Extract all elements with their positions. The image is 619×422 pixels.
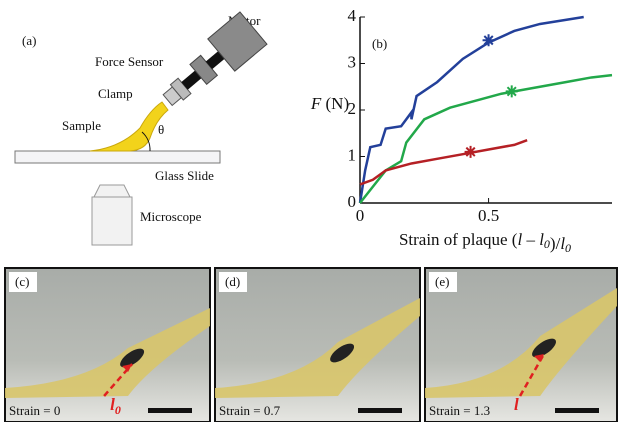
star-marker [465,146,477,158]
angle-label: θ [158,122,164,137]
photo-label: (e) [435,274,449,289]
arrow-sub: 0 [115,403,121,417]
sample-label: Sample [62,118,101,133]
series-line [360,140,527,184]
photo-label: (c) [15,274,29,289]
series-line [360,75,612,203]
scale-bar [358,408,402,413]
x-label-minus: – [522,230,539,249]
clamp-label: Clamp [98,86,133,101]
y-tick-label: 3 [348,52,357,71]
photos: (c) Strain = 0 l 0 (d) Strain = 0.7 (e) Strain … [5,268,617,422]
apparatus [154,12,267,116]
y-label-unit: (N) [321,94,349,113]
x-tick-label: 0 [356,206,365,225]
objective [94,185,130,197]
diagram: (a) Motor Force Sensor Clamp Sample θ Gl… [15,12,267,245]
x-label-mid: )/ [550,234,561,253]
sample [90,102,168,151]
strain-caption: Strain = 0 [9,403,60,418]
star-marker [506,85,518,97]
scale-bar [148,408,192,413]
arrow-var: l [514,395,519,414]
y-tick-label: 4 [348,6,357,25]
star-marker [483,34,495,46]
slide-label: Glass Slide [155,168,214,183]
microscope-body [92,197,132,245]
y-tick-label: 0 [348,192,357,211]
strain-caption: Strain = 1.3 [429,403,490,418]
y-tick-label: 1 [348,145,357,164]
figure: (a) Motor Force Sensor Clamp Sample θ Gl… [0,0,619,422]
photo-label: (d) [225,274,240,289]
y-label-symbol: F [310,94,322,113]
scale-bar [555,408,599,413]
y-axis-label: F (N) [310,94,349,113]
strain-caption: Strain = 0.7 [219,403,281,418]
x-label-sub: 0 [565,241,571,255]
x-label-prefix: Strain of plaque ( [399,230,518,249]
x-tick-label: 0.5 [478,206,499,225]
x-axis-label: Strain of plaque (l – l0)/l0 [399,230,571,255]
panel-label: (a) [22,33,36,48]
series-line [360,17,584,203]
panel-label: (b) [372,36,387,51]
microscope-label: Microscope [140,209,202,224]
glass-slide [15,151,220,163]
arrow-label: l [514,395,519,414]
sensor-label: Force Sensor [95,54,164,69]
